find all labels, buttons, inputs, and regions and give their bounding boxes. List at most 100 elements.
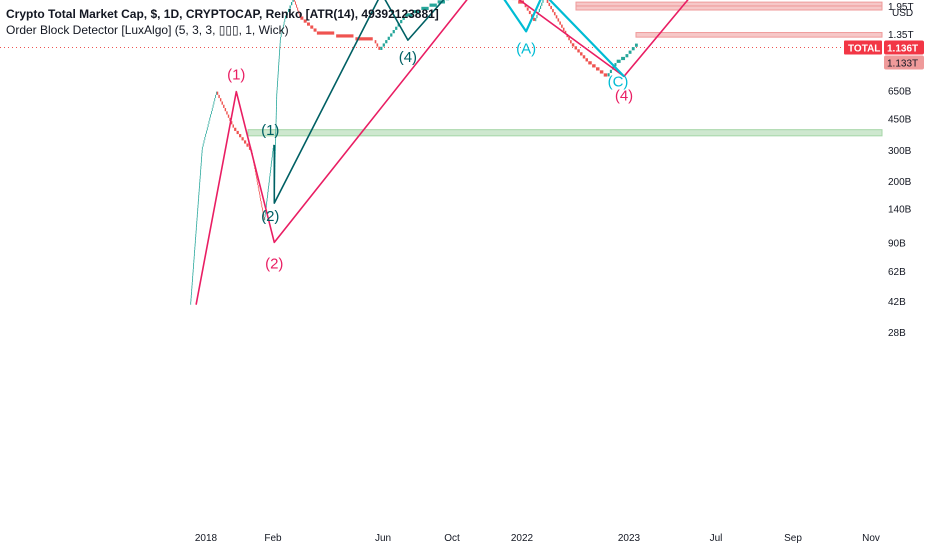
y-axis-tick-label: 28B <box>888 328 906 339</box>
renko-brick <box>239 134 242 138</box>
renko-brick <box>274 151 276 155</box>
renko-brick <box>266 198 268 202</box>
renko-brick <box>283 21 285 25</box>
renko-brick <box>207 123 209 128</box>
renko-brick <box>278 58 280 63</box>
renko-brick <box>276 99 277 103</box>
renko-brick <box>277 74 279 78</box>
renko-brick <box>213 101 215 105</box>
renko-brick <box>297 7 299 11</box>
renko-brick <box>535 17 537 22</box>
renko-brick <box>557 18 560 22</box>
renko-brick <box>279 46 281 50</box>
x-axis-tick-label: Feb <box>264 533 282 544</box>
y-axis-tick-label: 1.95T <box>888 2 914 13</box>
x-axis-tick-label: 2022 <box>511 533 534 544</box>
renko-brick <box>275 135 277 139</box>
renko-brick <box>191 291 192 296</box>
renko-brick <box>260 197 262 202</box>
renko-brick <box>603 73 608 77</box>
renko-brick <box>275 138 277 142</box>
y-axis-tick-label: 42B <box>888 297 906 308</box>
renko-brick <box>265 210 266 215</box>
renko-brick <box>275 125 277 129</box>
renko-brick <box>316 31 335 35</box>
renko-brick <box>275 128 277 132</box>
last-price-badge <box>884 40 924 55</box>
renko-brick <box>553 12 556 16</box>
renko-brick <box>276 90 278 94</box>
order-block-bearish <box>635 32 883 38</box>
renko-brick <box>268 185 269 189</box>
renko-brick <box>223 104 225 108</box>
renko-brick <box>197 204 199 208</box>
corrective-wave-label: (A) <box>516 40 536 57</box>
renko-brick <box>614 63 617 67</box>
renko-brick <box>286 12 288 16</box>
y-axis-unit: USD <box>892 8 913 19</box>
x-axis-tick-label: 2023 <box>618 533 641 544</box>
renko-brick <box>269 173 271 177</box>
renko-brick <box>200 162 202 166</box>
renko-brick <box>195 227 197 231</box>
renko-brick <box>276 87 278 91</box>
renko-brick <box>198 191 200 196</box>
renko-brick <box>277 77 279 81</box>
renko-brick <box>616 59 621 63</box>
renko-brick <box>191 285 193 289</box>
renko-brick <box>270 169 271 174</box>
renko-brick <box>264 217 266 221</box>
renko-brick <box>260 201 262 205</box>
renko-brick <box>226 111 228 115</box>
renko-brick <box>257 181 259 186</box>
renko-brick <box>254 169 256 173</box>
renko-brick <box>194 243 196 247</box>
renko-brick <box>192 266 194 270</box>
renko-brick <box>208 120 210 124</box>
renko-brick <box>518 0 524 4</box>
renko-brick <box>280 33 282 38</box>
renko-brick <box>621 56 626 61</box>
renko-brick <box>528 10 531 15</box>
renko-brick <box>243 140 247 144</box>
renko-brick <box>559 21 561 25</box>
renko-brick <box>202 143 204 147</box>
renko-brick <box>284 18 286 22</box>
order-block-bullish <box>247 129 883 137</box>
secondary-price-label: 1.133T <box>887 58 918 69</box>
renko-brick <box>276 103 277 107</box>
renko-brick <box>200 172 201 176</box>
x-axis-tick-label: Nov <box>862 533 880 544</box>
legend-indicator-line[interactable]: Order Block Detector [LuxAlgo] (5, 3, 3,… <box>6 23 289 37</box>
renko-brick <box>571 43 575 47</box>
renko-brick <box>218 94 220 99</box>
renko-brick <box>270 163 272 167</box>
renko-brick <box>546 0 549 3</box>
renko-brick <box>215 94 216 99</box>
renko-brick <box>274 148 276 152</box>
corrective-wave-line <box>503 0 625 78</box>
renko-brick <box>211 111 212 115</box>
renko-brick <box>265 204 267 208</box>
renko-brick <box>542 0 544 3</box>
renko-brick <box>262 210 264 214</box>
renko-brick <box>268 179 270 183</box>
renko-brick <box>272 147 274 152</box>
renko-brick <box>191 282 193 286</box>
renko-brick <box>275 131 277 136</box>
renko-brick <box>199 185 200 189</box>
renko-brick <box>276 83 278 88</box>
x-axis-tick-label: Oct <box>444 533 460 544</box>
renko-brick <box>257 185 259 189</box>
renko-brick <box>429 3 437 7</box>
renko-brick <box>263 213 264 218</box>
renko-brick <box>548 2 551 7</box>
renko-brick <box>203 140 205 144</box>
legend-symbol-line: Crypto Total Market Cap, $, 1D, CRYPTOCA… <box>6 7 439 21</box>
renko-brick <box>199 178 201 183</box>
renko-brick <box>199 182 201 186</box>
renko-brick <box>198 195 200 199</box>
renko-brick <box>219 98 222 102</box>
renko-brick <box>306 22 310 26</box>
